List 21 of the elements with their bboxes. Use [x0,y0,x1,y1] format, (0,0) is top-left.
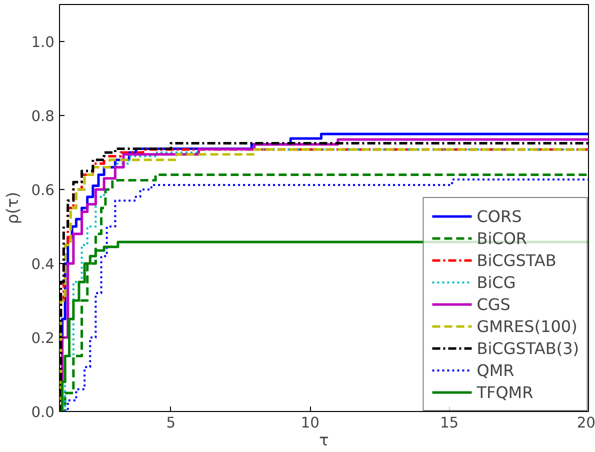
legend-label: CGS [476,294,510,314]
x-tick-label: 20 [576,414,595,432]
y-tick-label: 0.2 [31,330,55,347]
x-axis-title: τ [319,430,329,450]
legend-label: BiCGSTAB(3) [476,338,579,358]
legend-label: BiCG [476,272,516,292]
x-tick-label: 15 [440,414,459,432]
y-tick-label: 0.6 [31,182,55,199]
x-tick-label: 5 [166,414,176,432]
legend-label: CORS [476,206,522,226]
y-tick-label: 0.4 [31,256,55,273]
y-tick-label: 1.0 [31,34,55,51]
x-tick-label: 10 [300,414,320,432]
legend-label: QMR [476,360,514,380]
y-tick-label: 0.8 [31,108,55,125]
y-axis-title: ρ(τ) [3,192,22,224]
legend-label: GMRES(100) [476,316,578,336]
legend-label: TFQMR [476,382,534,402]
y-tick-label: 0.0 [31,404,55,421]
legend-label: BiCOR [476,228,528,248]
legend-label: BiCGSTAB [476,250,556,270]
